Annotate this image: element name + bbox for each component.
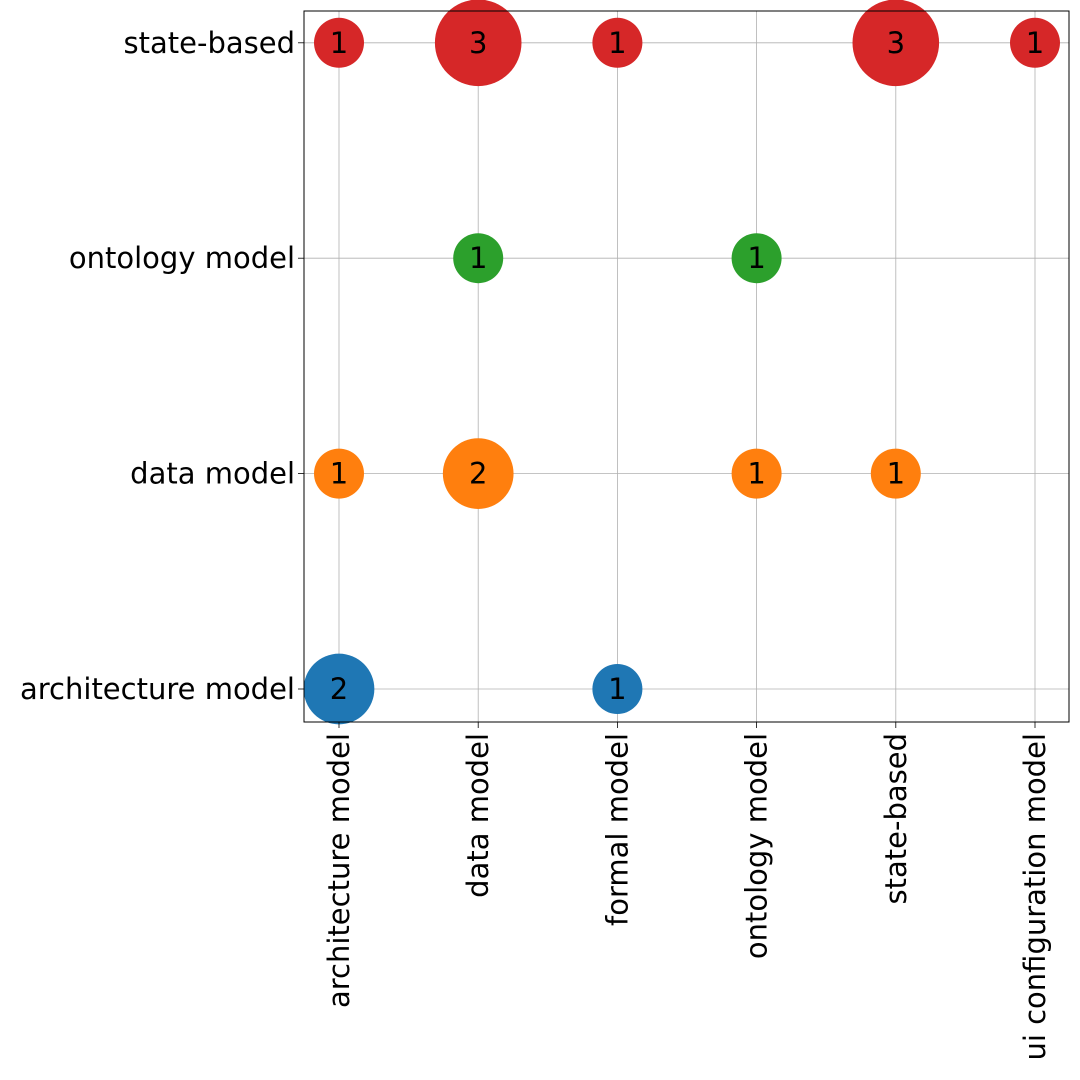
grid — [304, 11, 1069, 722]
y-axis-ticks: architecture model data model ontology mod… — [20, 26, 304, 706]
bubble-state-based-architecture-model — [314, 17, 364, 68]
y-tick-label-ontology-model: ontology model — [69, 241, 295, 275]
bubble-count-state-based-formal-model: 1 — [608, 26, 626, 60]
bubble-state-based-ui-configuration-model — [1010, 17, 1060, 68]
bubble-data-model-state-based — [870, 448, 921, 499]
x-tick-label-formal-model: formal model — [600, 733, 634, 926]
bubble-count-labels: 2 1 1 2 1 1 1 1 1 3 1 3 1 — [330, 26, 1044, 706]
bubble-count-state-based-state-based: 3 — [887, 26, 905, 60]
bubble-count-architecture-model-architecture-model: 2 — [330, 672, 348, 706]
y-tick-label-architecture-model: architecture model — [20, 672, 295, 706]
bubble-data-model-architecture-model — [314, 448, 364, 499]
bubble-state-based-data-model — [434, 0, 522, 87]
bubble-count-state-based-ui-configuration-model: 1 — [1026, 26, 1044, 60]
bubble-count-data-model-architecture-model: 1 — [330, 457, 348, 491]
bubble-data-model-data-model — [442, 438, 514, 509]
bubble-count-ontology-model-ontology-model: 1 — [747, 241, 765, 275]
x-tick-label-ontology-model: ontology model — [740, 733, 774, 959]
bubble-count-state-based-architecture-model: 1 — [330, 26, 348, 60]
bubble-count-data-model-state-based: 1 — [887, 457, 905, 491]
bubble-ontology-model-data-model — [453, 233, 504, 284]
bubble-state-based-formal-model — [592, 17, 643, 68]
bubble-count-architecture-model-formal-model: 1 — [608, 672, 626, 706]
x-axis-ticks: architecture model data model formal model… — [322, 722, 1052, 1061]
bubble-count-data-model-ontology-model: 1 — [747, 457, 765, 491]
x-tick-label-state-based: state-based — [879, 733, 913, 904]
bubble-count-ontology-model-data-model: 1 — [469, 241, 487, 275]
bubble-data-model-ontology-model — [731, 448, 782, 499]
bubble-architecture-model-formal-model — [592, 664, 643, 714]
x-tick-label-data-model: data model — [461, 733, 495, 898]
x-tick-label-ui-configuration-model: ui configuration model — [1018, 733, 1052, 1061]
plot-area-frame — [303, 10, 1070, 723]
bubble-architecture-model-architecture-model — [303, 653, 375, 725]
bubble-count-state-based-data-model: 3 — [469, 26, 487, 60]
x-tick-label-architecture-model: architecture model — [322, 733, 356, 1008]
y-tick-label-data-model: data model — [130, 457, 295, 491]
bubbles — [303, 0, 1060, 725]
y-tick-label-state-based: state-based — [124, 26, 295, 60]
bubble-ontology-model-ontology-model — [731, 233, 782, 284]
bubble-count-data-model-data-model: 2 — [469, 457, 487, 491]
bubble-state-based-state-based — [852, 0, 940, 87]
